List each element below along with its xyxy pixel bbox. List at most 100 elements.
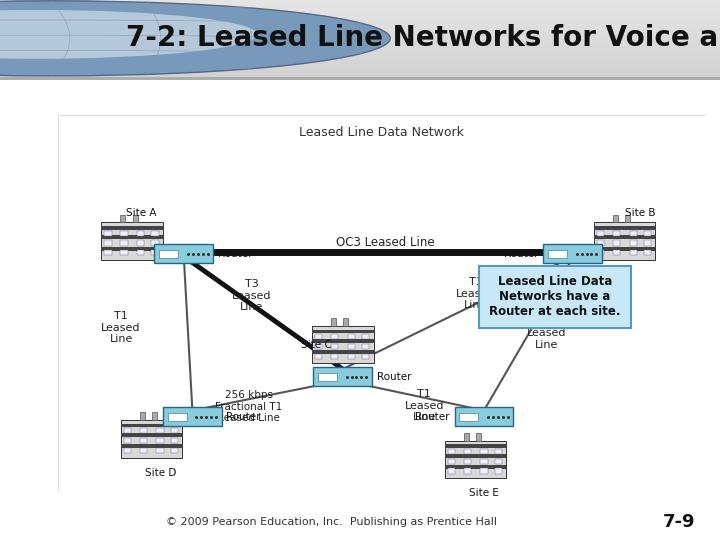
Bar bbox=[0, 70, 720, 72]
Bar bbox=[151, 240, 158, 246]
Bar bbox=[0, 62, 720, 64]
Bar bbox=[348, 354, 355, 359]
Bar bbox=[594, 247, 655, 251]
Text: T1
Leased
Line: T1 Leased Line bbox=[405, 389, 444, 422]
Bar bbox=[0, 20, 720, 22]
Bar bbox=[312, 326, 374, 363]
Bar bbox=[331, 344, 338, 349]
Bar bbox=[124, 438, 131, 443]
Bar bbox=[597, 231, 604, 236]
Bar bbox=[644, 250, 651, 255]
Bar bbox=[629, 250, 637, 255]
Bar bbox=[0, 4, 720, 6]
Bar bbox=[0, 30, 720, 32]
Bar bbox=[0, 52, 720, 54]
Bar bbox=[121, 420, 182, 457]
Bar bbox=[0, 18, 720, 20]
Bar bbox=[124, 428, 131, 434]
Bar bbox=[0, 54, 720, 56]
Bar bbox=[644, 231, 651, 236]
Bar bbox=[0, 34, 720, 36]
Bar bbox=[159, 250, 179, 258]
Bar bbox=[0, 60, 720, 62]
Text: Site A: Site A bbox=[126, 208, 156, 218]
Text: T1
Leased
Line: T1 Leased Line bbox=[456, 277, 495, 310]
Bar bbox=[0, 16, 720, 18]
Bar bbox=[156, 428, 164, 434]
Bar bbox=[613, 250, 621, 255]
Bar bbox=[171, 438, 178, 443]
Bar bbox=[644, 240, 651, 246]
Bar bbox=[448, 458, 455, 464]
Bar bbox=[120, 240, 128, 246]
Bar bbox=[124, 448, 131, 453]
Text: Leased Line Data Network: Leased Line Data Network bbox=[300, 126, 464, 139]
Bar bbox=[137, 240, 145, 246]
Bar bbox=[312, 339, 374, 343]
Bar bbox=[625, 215, 630, 222]
Bar bbox=[629, 240, 637, 246]
Bar bbox=[445, 444, 506, 448]
Bar bbox=[0, 26, 720, 28]
Bar bbox=[613, 231, 621, 236]
Bar bbox=[362, 344, 369, 349]
Text: Router: Router bbox=[218, 248, 253, 259]
Bar bbox=[495, 449, 502, 454]
Bar bbox=[331, 354, 338, 359]
Bar bbox=[0, 12, 720, 14]
Text: T3
Leased
Line: T3 Leased Line bbox=[233, 279, 271, 312]
Text: Router: Router bbox=[226, 412, 261, 422]
Bar bbox=[171, 448, 178, 453]
Bar bbox=[132, 215, 138, 222]
FancyBboxPatch shape bbox=[155, 244, 213, 263]
Bar bbox=[104, 240, 112, 246]
Text: 7-2: Leased Line Networks for Voice and Data: 7-2: Leased Line Networks for Voice and … bbox=[126, 24, 720, 52]
Bar bbox=[459, 414, 479, 421]
Bar bbox=[168, 414, 187, 421]
Text: Site C: Site C bbox=[301, 340, 331, 349]
Bar bbox=[0, 40, 720, 42]
Bar bbox=[0, 36, 720, 38]
Bar bbox=[120, 215, 125, 222]
Text: © 2009 Pearson Education, Inc.  Publishing as Prentice Hall: © 2009 Pearson Education, Inc. Publishin… bbox=[166, 517, 497, 528]
Bar bbox=[448, 449, 455, 454]
Bar bbox=[140, 428, 148, 434]
Text: Router: Router bbox=[415, 412, 450, 422]
Text: T1
Leased
Line: T1 Leased Line bbox=[527, 317, 567, 350]
Bar bbox=[156, 448, 164, 453]
Bar bbox=[0, 58, 720, 60]
Bar bbox=[464, 468, 472, 474]
Circle shape bbox=[0, 10, 258, 59]
Bar bbox=[151, 250, 158, 255]
Bar bbox=[445, 441, 506, 478]
Bar bbox=[0, 28, 720, 30]
Bar bbox=[464, 433, 469, 441]
Bar bbox=[102, 247, 163, 251]
Bar bbox=[0, 2, 720, 4]
Bar bbox=[629, 231, 637, 236]
Bar bbox=[480, 468, 488, 474]
Bar bbox=[0, 74, 720, 76]
Bar bbox=[0, 24, 720, 26]
Bar bbox=[594, 222, 655, 260]
Bar bbox=[594, 226, 655, 230]
Bar bbox=[151, 231, 158, 236]
Bar bbox=[348, 334, 355, 339]
Bar bbox=[0, 46, 720, 48]
Bar bbox=[548, 250, 567, 258]
Text: Site E: Site E bbox=[469, 488, 499, 498]
Text: 7-9: 7-9 bbox=[662, 514, 695, 531]
Bar bbox=[140, 448, 148, 453]
FancyBboxPatch shape bbox=[454, 407, 513, 427]
Bar bbox=[362, 334, 369, 339]
Bar bbox=[120, 231, 128, 236]
Bar bbox=[0, 38, 720, 40]
Bar bbox=[121, 424, 182, 428]
Bar bbox=[0, 10, 720, 12]
Bar bbox=[348, 344, 355, 349]
Bar bbox=[476, 433, 481, 441]
Text: Router: Router bbox=[504, 248, 539, 259]
Bar bbox=[102, 226, 163, 230]
Bar bbox=[0, 44, 720, 46]
Bar bbox=[140, 413, 145, 420]
